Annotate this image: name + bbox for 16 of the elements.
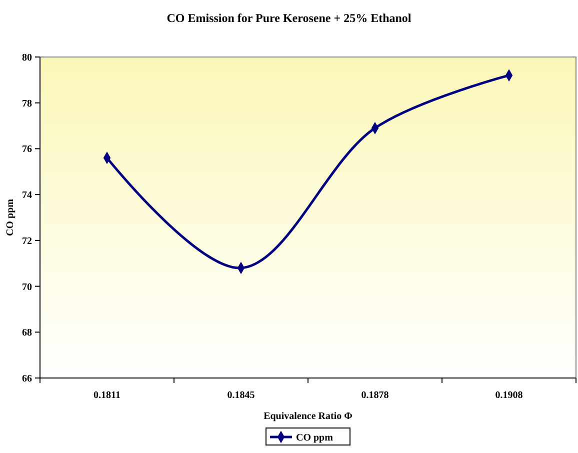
y-tick-label: 74 [22,190,32,202]
chart-title: CO Emission for Pure Kerosene + 25% Ethanol [166,11,412,25]
legend-label: CO ppm [296,432,334,444]
y-tick-label: 78 [22,98,32,110]
y-tick-label: 70 [22,282,32,293]
y-tick-label: 66 [22,374,32,384]
x-axis-title: Equivalence Ratio Φ [264,411,352,422]
x-tick-label: 0.1908 [495,390,523,401]
x-tick-label: 0.1845 [227,390,255,401]
y-tick-label: 76 [22,144,32,156]
y-tick-label: 72 [22,236,32,247]
y-axis-title: CO ppm [5,198,16,236]
y-tick-label: 80 [22,52,32,64]
y-tick-label: 68 [22,328,32,339]
x-tick-label: 0.1878 [361,390,389,401]
x-tick-label: 0.1811 [94,390,120,401]
